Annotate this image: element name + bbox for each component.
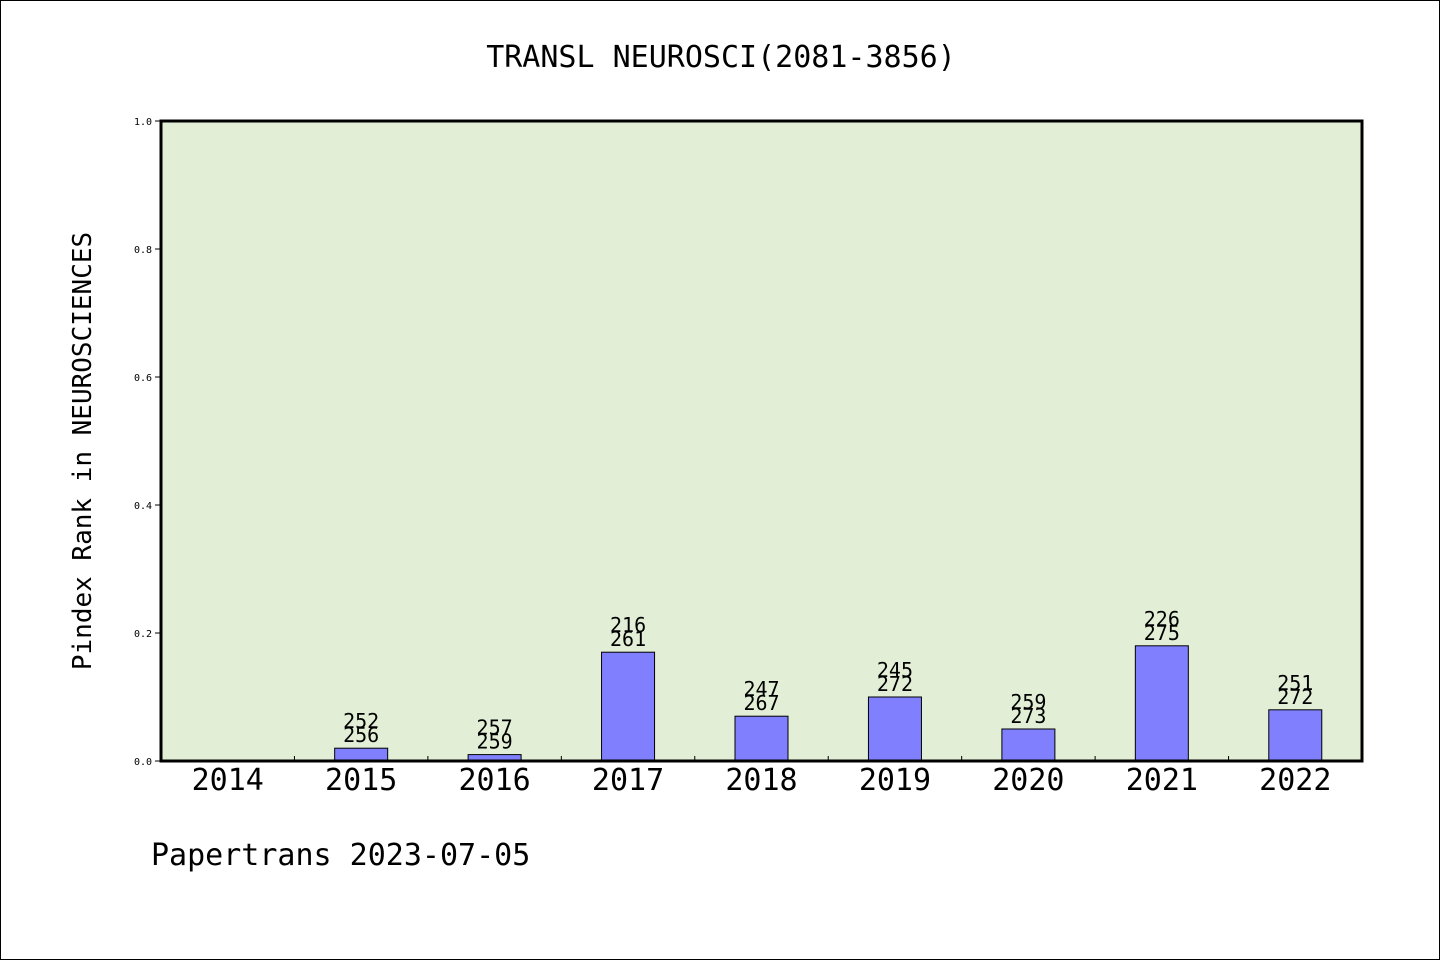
x-tick-label-2018: 2018 bbox=[725, 763, 797, 798]
bar-2017 bbox=[601, 651, 656, 762]
bar-2015 bbox=[334, 747, 389, 762]
bar-group bbox=[334, 645, 1323, 762]
x-tick-label-2020: 2020 bbox=[992, 763, 1064, 798]
plot-border bbox=[159, 119, 1364, 763]
bar-2021 bbox=[1134, 645, 1189, 762]
chart-title: TRANSL NEUROSCI(2081-3856) bbox=[486, 40, 956, 75]
y-axis: 0.0 0.2 0.4 0.6 0.8 1.0 bbox=[134, 117, 161, 768]
x-tick-label-2015: 2015 bbox=[325, 763, 397, 798]
y-tick-label: 0.8 bbox=[134, 245, 152, 256]
y-tick-label: 0.0 bbox=[134, 757, 152, 768]
y-tick-label: 0.4 bbox=[134, 501, 152, 512]
bar-label-bottom-2021: 275 bbox=[1144, 621, 1180, 645]
bar-label-top-2022: 251 bbox=[1277, 671, 1313, 695]
x-tick-label-2014: 2014 bbox=[192, 763, 264, 798]
y-tick-label: 1.0 bbox=[134, 117, 152, 128]
x-tick-label-2019: 2019 bbox=[859, 763, 931, 798]
bar-label-bottom-2018: 267 bbox=[743, 691, 779, 715]
x-tick-label-2016: 2016 bbox=[458, 763, 530, 798]
bar-label-top-2016: 257 bbox=[477, 716, 513, 740]
bar-label-bottom-2020: 273 bbox=[1010, 704, 1046, 728]
bar-2018 bbox=[734, 715, 789, 762]
bar-label-top-2019: 245 bbox=[877, 658, 913, 682]
bar-label-bottom-2016: 259 bbox=[477, 730, 513, 754]
bar-label-top-2018: 247 bbox=[743, 677, 779, 701]
x-tick-label-2017: 2017 bbox=[592, 763, 664, 798]
bar-label-bottom-2019: 272 bbox=[877, 672, 913, 696]
x-axis: 2014 2015 2016 2017 2018 2019 2020 2021 2022 bbox=[192, 756, 1331, 798]
bar-label-bottom-2015: 256 bbox=[343, 723, 379, 747]
bar-2019 bbox=[867, 696, 922, 762]
y-tick-label: 0.6 bbox=[134, 373, 152, 384]
bar-label-bottom-2017: 261 bbox=[610, 627, 646, 651]
footer-text: Papertrans 2023-07-05 bbox=[151, 838, 530, 873]
bar-label-top-2020: 259 bbox=[1010, 690, 1046, 714]
bar-label-top-2017: 216 bbox=[610, 613, 646, 637]
bar-label-top-2015: 252 bbox=[343, 709, 379, 733]
y-axis-label: Pindex Rank in NEUROSCIENCES bbox=[68, 232, 98, 670]
bar-2022 bbox=[1268, 709, 1323, 762]
bar-2020 bbox=[1001, 728, 1056, 762]
y-tick-label: 0.2 bbox=[134, 629, 152, 640]
bar-label-bottom-2022: 272 bbox=[1277, 685, 1313, 709]
x-tick-label-2022: 2022 bbox=[1259, 763, 1331, 798]
x-tick-label-2021: 2021 bbox=[1126, 763, 1198, 798]
bar-label-top-2021: 226 bbox=[1144, 607, 1180, 631]
